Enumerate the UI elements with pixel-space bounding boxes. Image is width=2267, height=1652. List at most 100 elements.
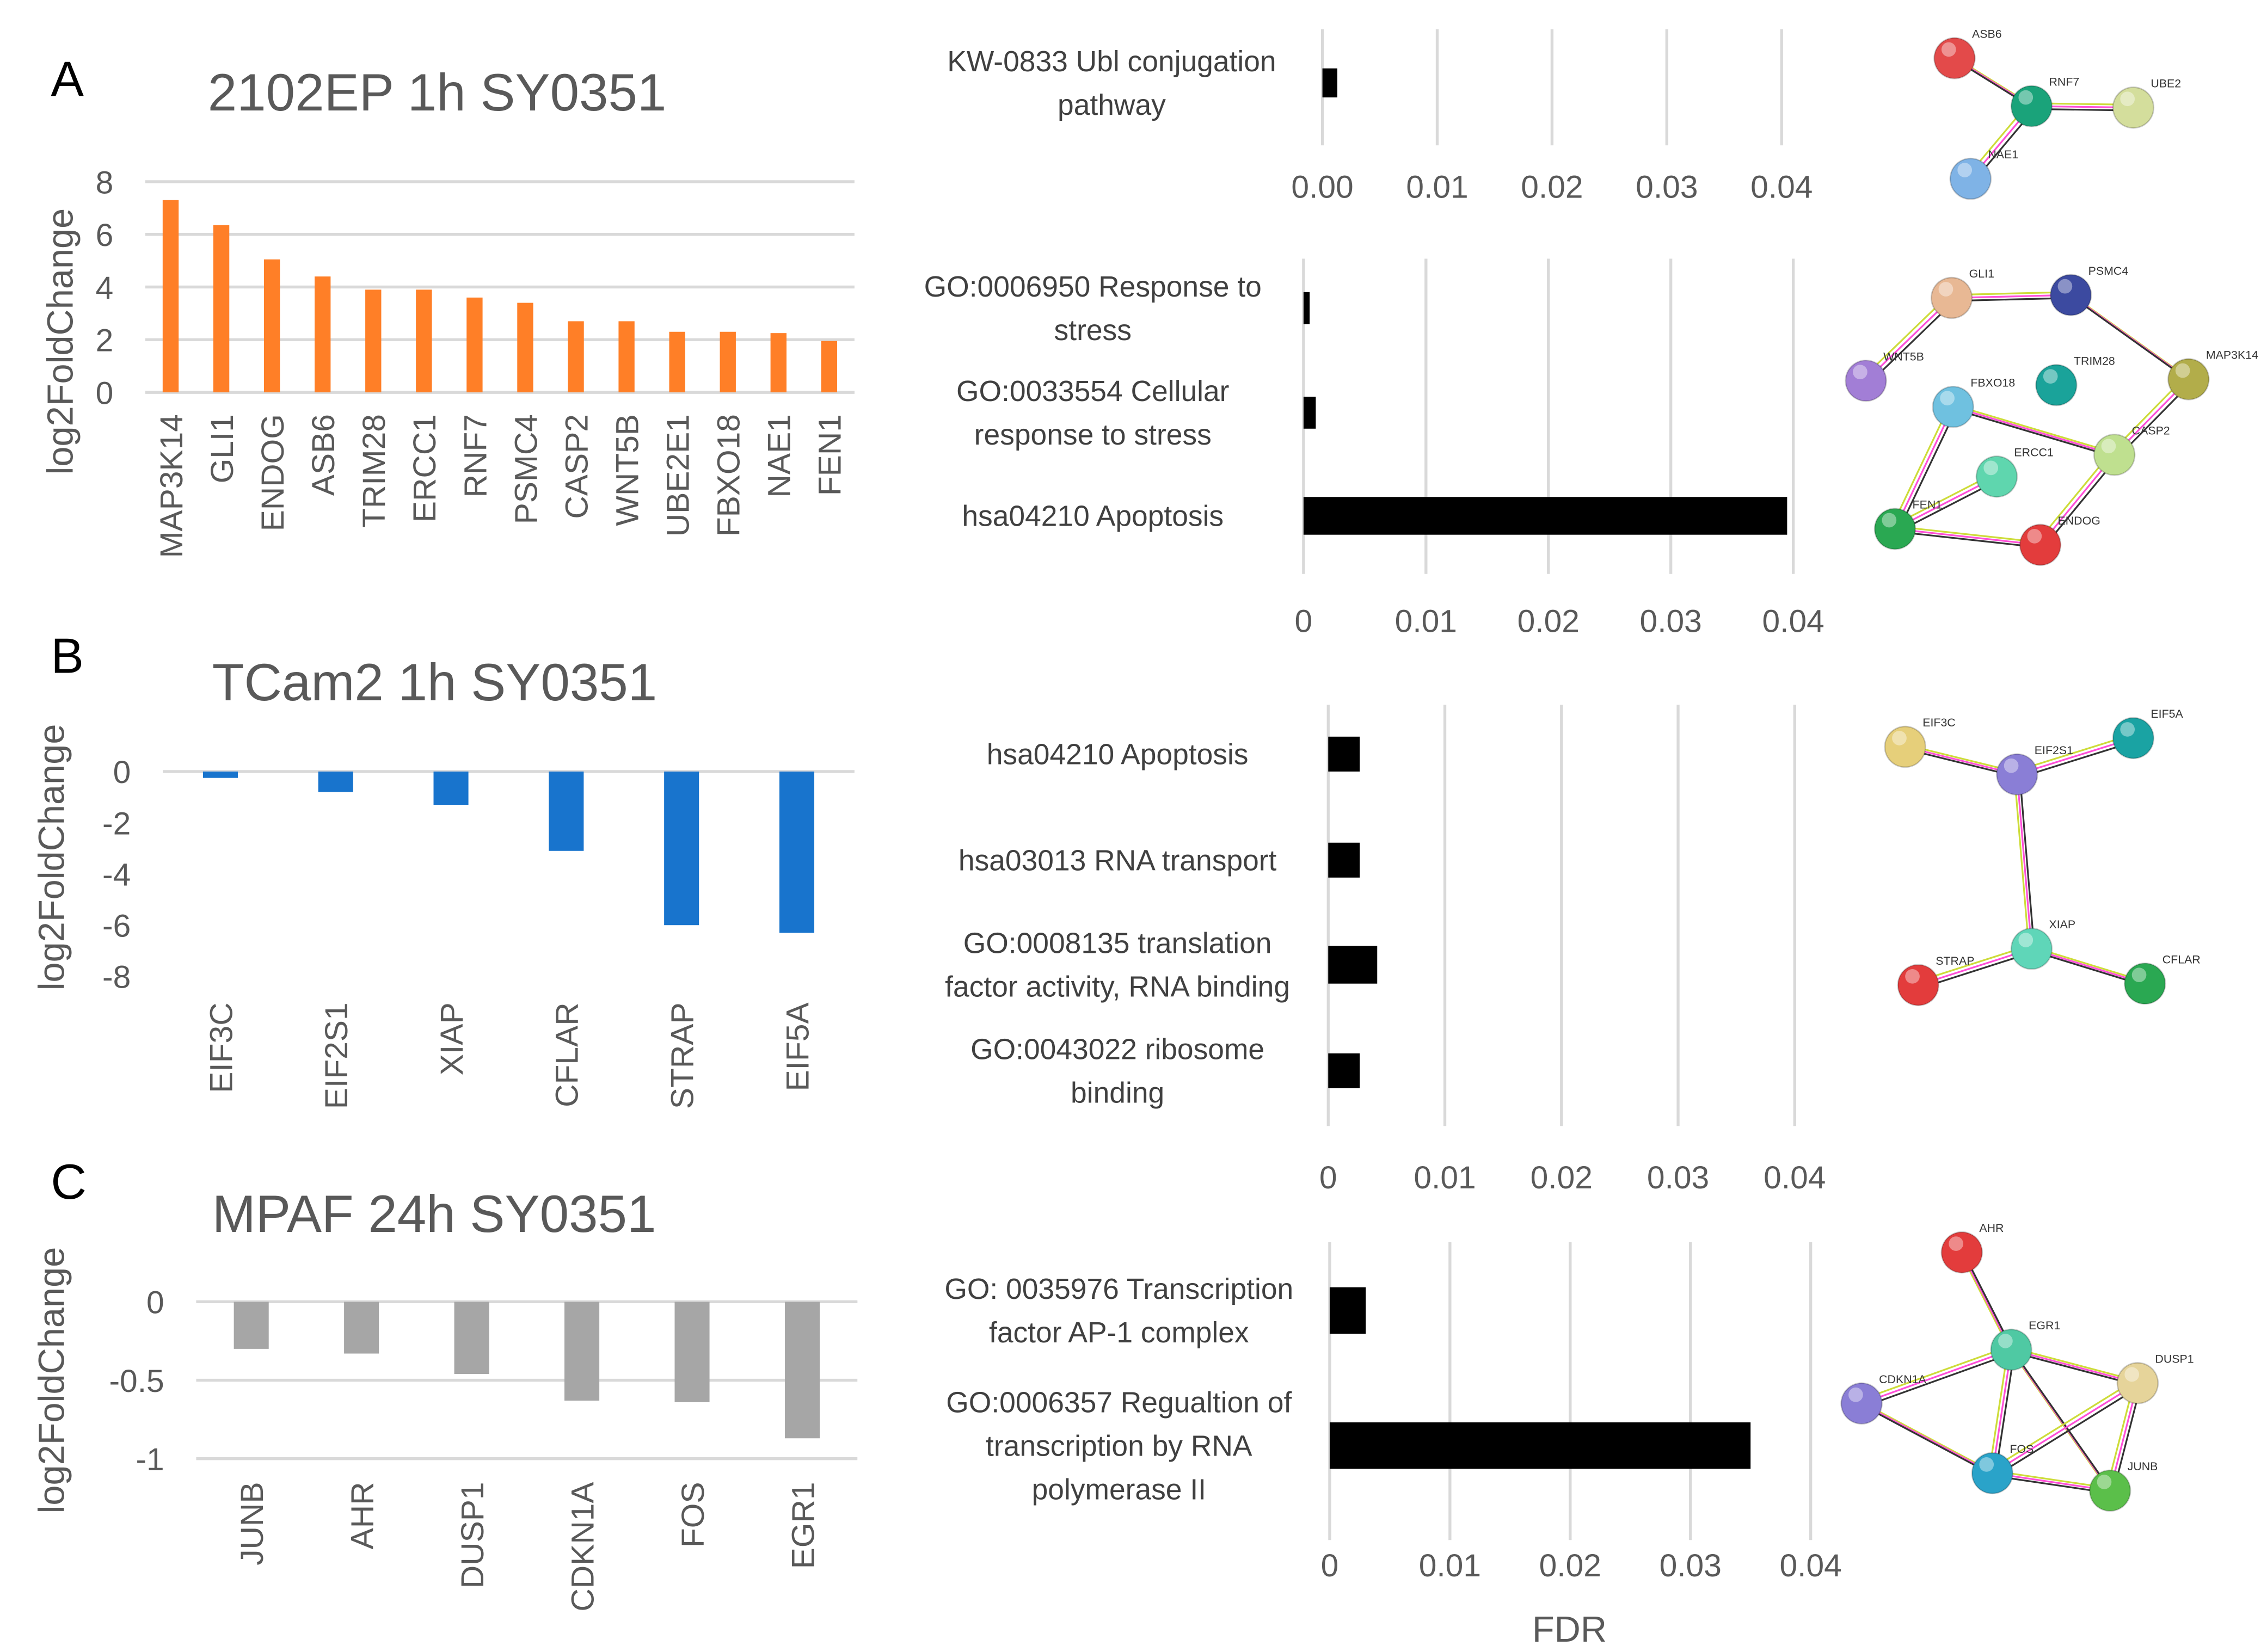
bar-ahr bbox=[344, 1302, 379, 1354]
network-node bbox=[1884, 725, 1926, 768]
x-tick-label: 0.02 bbox=[1531, 1160, 1593, 1195]
node-highlight bbox=[2027, 529, 2042, 544]
node-label: FBXO18 bbox=[1970, 376, 2015, 389]
x-tick-label: NAE1 bbox=[762, 414, 797, 497]
fdr-bar bbox=[1328, 736, 1360, 772]
term-label: GO:0006357 Regualtion of transcription by… bbox=[946, 1386, 1292, 1506]
x-tick-label: RNF7 bbox=[458, 414, 493, 497]
network-edge bbox=[1952, 406, 2115, 456]
x-tick-label: PSMC4 bbox=[508, 414, 544, 524]
network-edge bbox=[2011, 1348, 2138, 1384]
x-tick-label: GLI1 bbox=[205, 414, 240, 483]
node-label: EIF2S1 bbox=[2035, 744, 2073, 757]
node-label: WNT5B bbox=[1883, 350, 1924, 363]
network-node bbox=[1845, 359, 1887, 402]
bar-ercc1 bbox=[416, 289, 432, 393]
term-label: GO:0008135 translation factor activity, R… bbox=[945, 928, 1290, 1003]
x-tick-label: WNT5B bbox=[610, 414, 645, 526]
x-tick-label: 0.01 bbox=[1406, 169, 1468, 205]
node-label: STRAP bbox=[1936, 954, 1974, 967]
node-label: RNF7 bbox=[2049, 76, 2080, 89]
network-node bbox=[2019, 523, 2062, 566]
x-tick-label: UBE2E1 bbox=[661, 414, 696, 537]
node-highlight bbox=[2097, 1475, 2112, 1489]
network-edge bbox=[1895, 528, 2041, 546]
x-tick-label: 0.01 bbox=[1414, 1160, 1476, 1195]
y-tick-label: 6 bbox=[96, 218, 114, 253]
network-edge bbox=[1994, 1385, 2141, 1477]
node-highlight bbox=[1938, 282, 1953, 297]
network-edge bbox=[1950, 403, 2112, 453]
y-tick-label: 8 bbox=[96, 165, 114, 200]
bar-dusp1 bbox=[454, 1302, 489, 1374]
term-label: GO:0043022 ribosome binding bbox=[970, 1034, 1264, 1109]
network-edge bbox=[1897, 531, 2044, 549]
network-node bbox=[1933, 37, 1976, 79]
bar-xiap bbox=[433, 771, 469, 805]
fdr-axis-label: FDR bbox=[1532, 1610, 1607, 1650]
network-node bbox=[2112, 717, 2155, 760]
bar-ube2e1 bbox=[669, 331, 685, 393]
y-tick-label: -8 bbox=[102, 960, 131, 995]
node-highlight bbox=[2018, 90, 2033, 105]
network-node bbox=[1975, 455, 2018, 498]
panel-label-c: C bbox=[51, 1155, 87, 1210]
node-label: CFLAR bbox=[2162, 953, 2201, 966]
x-tick-label: ASB6 bbox=[306, 414, 341, 496]
x-tick-label: 0 bbox=[1321, 1548, 1339, 1583]
node-label: FOS bbox=[2010, 1443, 2033, 1456]
node-highlight bbox=[2101, 439, 2116, 454]
y-tick-label: 0 bbox=[113, 755, 131, 790]
x-tick-label: 0.04 bbox=[1764, 1160, 1826, 1195]
fdr-bar bbox=[1328, 1053, 1360, 1088]
node-label: NAE1 bbox=[1988, 148, 2018, 161]
x-tick-label: 0.03 bbox=[1647, 1160, 1709, 1195]
chart-c-title: MPAF 24h SY0351 bbox=[212, 1185, 656, 1243]
bar-eif5a bbox=[779, 771, 815, 933]
x-tick-label: 0.04 bbox=[1762, 604, 1824, 639]
x-tick-label: FOS bbox=[675, 1482, 711, 1548]
node-highlight bbox=[1848, 1387, 1863, 1402]
bar-egr1 bbox=[784, 1302, 820, 1439]
network-edge bbox=[1858, 1400, 1990, 1471]
chart-b-ylabel: log2FoldChange bbox=[32, 724, 72, 991]
term-label: GO:0006950 Response to stress bbox=[924, 271, 1262, 347]
node-label: FEN1 bbox=[1913, 498, 1943, 511]
x-tick-label: 0.01 bbox=[1419, 1548, 1481, 1583]
x-tick-label: EIF3C bbox=[204, 1002, 239, 1093]
node-highlight bbox=[1853, 365, 1867, 380]
node-label: PSMC4 bbox=[2088, 264, 2129, 278]
node-label: ENDOG bbox=[2058, 514, 2100, 527]
network-node bbox=[2124, 962, 2166, 1005]
x-tick-label: MAP3K14 bbox=[154, 414, 189, 558]
network-node bbox=[1971, 1452, 2014, 1495]
bar-fos bbox=[674, 1302, 710, 1402]
node-highlight bbox=[1905, 969, 1920, 984]
network-edge bbox=[1864, 1406, 1996, 1477]
bar-gli1 bbox=[213, 225, 230, 393]
bar-nae1 bbox=[770, 333, 787, 393]
bar-junb bbox=[234, 1302, 269, 1349]
y-tick-label: -6 bbox=[102, 909, 131, 944]
fdr-bar bbox=[1322, 68, 1338, 98]
network-node bbox=[2010, 85, 2053, 127]
network-edge bbox=[1891, 525, 2038, 543]
network-node bbox=[2049, 274, 2092, 316]
x-tick-label: 0.01 bbox=[1395, 604, 1457, 639]
node-highlight bbox=[1979, 1457, 1994, 1472]
x-tick-label: 0 bbox=[1295, 604, 1313, 639]
fdr-bar bbox=[1329, 1287, 1366, 1334]
bar-fen1 bbox=[821, 341, 838, 393]
x-tick-label: JUNB bbox=[235, 1482, 270, 1565]
node-label: JUNB bbox=[2128, 1460, 2158, 1473]
network-edge bbox=[1861, 1348, 2012, 1404]
network-node bbox=[1840, 1382, 1883, 1425]
network-edge bbox=[1864, 1352, 2014, 1408]
node-highlight bbox=[1998, 1334, 2013, 1348]
x-tick-label: CDKN1A bbox=[565, 1482, 600, 1612]
chart-a-title: 2102EP 1h SY0351 bbox=[208, 64, 667, 122]
node-highlight bbox=[1941, 42, 1956, 57]
node-label: MAP3K14 bbox=[2206, 349, 2258, 362]
network-edge bbox=[1897, 409, 1957, 533]
